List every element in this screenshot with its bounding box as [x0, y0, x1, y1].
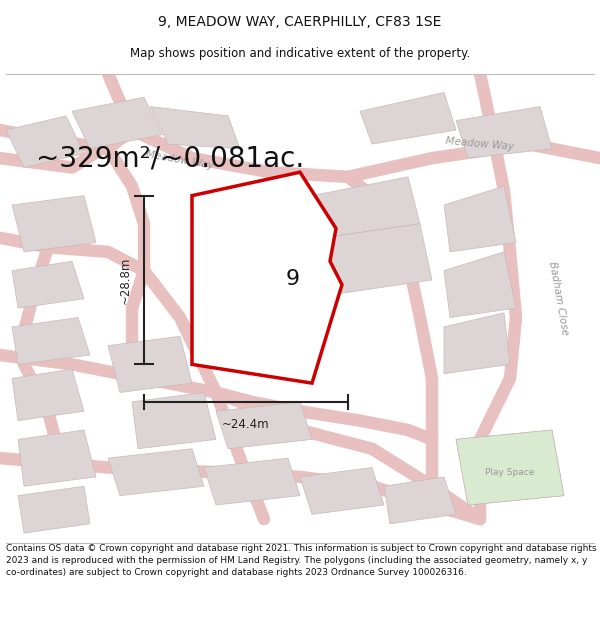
Text: 9, MEADOW WAY, CAERPHILLY, CF83 1SE: 9, MEADOW WAY, CAERPHILLY, CF83 1SE — [158, 15, 442, 29]
Polygon shape — [360, 92, 456, 144]
Polygon shape — [204, 458, 300, 505]
Text: Play Space: Play Space — [485, 468, 535, 477]
Polygon shape — [12, 261, 84, 308]
Polygon shape — [456, 106, 552, 158]
Polygon shape — [132, 392, 216, 449]
Polygon shape — [72, 97, 162, 149]
Polygon shape — [108, 449, 204, 496]
Polygon shape — [18, 486, 90, 533]
Polygon shape — [12, 196, 96, 252]
Polygon shape — [444, 312, 510, 374]
Polygon shape — [384, 477, 456, 524]
Polygon shape — [300, 468, 384, 514]
Polygon shape — [456, 430, 564, 505]
Text: 9: 9 — [285, 269, 299, 289]
Polygon shape — [456, 430, 564, 505]
Text: ~24.4m: ~24.4m — [222, 418, 270, 431]
Text: ~329m²/~0.081ac.: ~329m²/~0.081ac. — [36, 144, 304, 172]
Text: Badham Close: Badham Close — [547, 261, 569, 336]
Text: Meadow Way: Meadow Way — [445, 136, 515, 152]
Text: Meadow Way: Meadow Way — [145, 149, 215, 171]
Text: Contains OS data © Crown copyright and database right 2021. This information is : Contains OS data © Crown copyright and d… — [6, 544, 596, 577]
Polygon shape — [444, 186, 516, 252]
Polygon shape — [216, 402, 312, 449]
Polygon shape — [18, 430, 96, 486]
Text: ~28.8m: ~28.8m — [119, 256, 132, 304]
Polygon shape — [12, 318, 90, 364]
Polygon shape — [312, 177, 420, 238]
Polygon shape — [192, 172, 342, 383]
Polygon shape — [150, 106, 240, 149]
Polygon shape — [108, 336, 192, 392]
Polygon shape — [324, 224, 432, 294]
Text: Map shows position and indicative extent of the property.: Map shows position and indicative extent… — [130, 47, 470, 59]
Polygon shape — [444, 252, 516, 318]
Polygon shape — [12, 369, 84, 421]
Polygon shape — [6, 116, 84, 168]
